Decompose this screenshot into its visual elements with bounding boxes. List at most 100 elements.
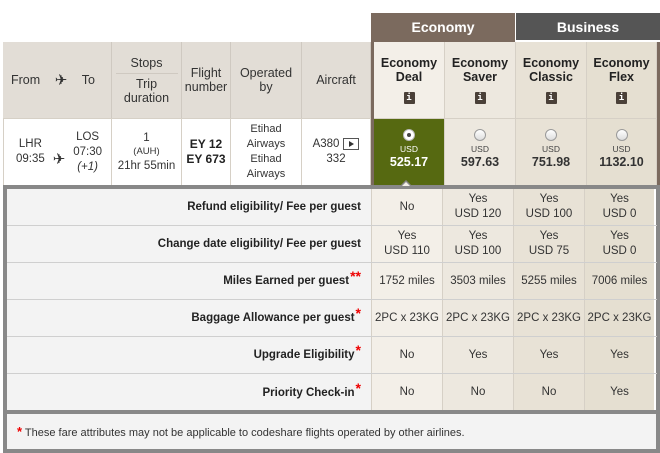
header-flight-number: Flight number (182, 42, 231, 118)
plane-icon: ✈ (54, 72, 68, 89)
day-offset: (+1) (77, 160, 98, 173)
destination-airport: LOS (76, 130, 100, 143)
attribute-value: Yes (442, 337, 513, 373)
attribute-label: Change date eligibility/ Fee per guest (7, 226, 371, 262)
economy-border-left (371, 42, 374, 185)
footnote-star: ** (350, 268, 361, 284)
fare-name: Economy (593, 56, 650, 70)
footnote-star: * (355, 305, 361, 321)
attribute-value: 2PC x 23KG (371, 300, 442, 336)
radio-button[interactable] (545, 129, 557, 141)
flight-number: EY 673 (186, 152, 226, 166)
info-icon[interactable]: i (616, 92, 627, 104)
arrive-time: 07:30 (73, 145, 102, 158)
attribute-value: Yes (584, 337, 654, 373)
fare-option-economy-saver[interactable]: USD 597.63 (445, 118, 516, 185)
aircraft-type: A380 (312, 138, 340, 150)
fare-name: Economy (522, 56, 580, 70)
header-from: From (11, 73, 41, 87)
footnote-star: * (355, 342, 361, 358)
fare-option-economy-flex[interactable]: USD 1132.10 (587, 118, 657, 185)
plane-icon: ✈ (52, 151, 66, 168)
operated-by: Etihad Airways Etihad Airways (231, 118, 302, 185)
attribute-row-priority-checkin: Priority Check-in * No No No Yes (7, 374, 657, 411)
fare-option-economy-classic[interactable]: USD 751.98 (516, 118, 587, 185)
operator-text: Etihad (250, 123, 282, 135)
footnote-text: These fare attributes may not be applica… (22, 427, 465, 439)
header-operated-by: Operated by (231, 42, 302, 118)
info-icon[interactable]: i (403, 92, 415, 104)
attribute-value: Yes USD 100 (442, 226, 513, 262)
flight-route: LHR 09:35 ✈ LOS 07:30 (+1) (3, 118, 112, 185)
attribute-label: Priority Check-in * (7, 374, 371, 411)
attribute-value: No (442, 374, 513, 411)
attribute-label: Refund eligibility/ Fee per guest (7, 189, 371, 225)
info-icon[interactable]: i (474, 92, 486, 104)
aircraft: A380 332 (302, 118, 371, 185)
flight-stops: 1 (AUH) 21hr 55min (112, 118, 182, 185)
header-stops-duration: Stops Trip duration (112, 42, 182, 118)
attribute-value: No (371, 189, 442, 225)
radio-button[interactable] (615, 129, 628, 141)
fare-name: Economy (380, 56, 438, 70)
attribute-row-refund: Refund eligibility/ Fee per guest No Yes… (7, 189, 657, 226)
flight-numbers: EY 12 EY 673 (182, 118, 231, 185)
attribute-value: No (371, 337, 442, 373)
price: 751.98 (531, 155, 571, 169)
attribute-value: 2PC x 23KG (584, 300, 654, 336)
operator-text: Airways (246, 138, 286, 150)
origin-airport: LHR (18, 138, 42, 150)
stops-count: 1 (143, 132, 150, 144)
radio-button[interactable] (403, 129, 415, 141)
attribute-row-upgrade: Upgrade Eligibility * No Yes Yes Yes (7, 337, 657, 374)
trip-duration: 21hr 55min (117, 160, 176, 172)
fare-details-panel (3, 185, 660, 453)
radio-button[interactable] (474, 129, 486, 141)
attribute-value: 5255 miles (513, 263, 584, 299)
stop-airport: (AUH) (133, 146, 160, 157)
currency: USD (400, 144, 418, 154)
fare-header-economy-saver: Economy Saver i (445, 42, 516, 118)
price: 1132.10 (599, 155, 644, 169)
depart-time: 09:35 (16, 153, 45, 165)
attribute-value: 2PC x 23KG (442, 300, 513, 336)
aircraft-type: 332 (326, 153, 346, 165)
currency: USD (612, 144, 631, 154)
flight-number: EY 12 (189, 137, 223, 151)
attribute-row-change-date: Change date eligibility/ Fee per guest Y… (7, 226, 657, 263)
fare-name: Classic (529, 70, 573, 84)
selected-pointer-icon (400, 180, 412, 186)
fare-option-economy-deal[interactable]: USD 525.17 (374, 118, 445, 185)
footnote: * These fare attributes may not be appli… (3, 410, 660, 453)
fare-name: Deal (395, 70, 423, 84)
header-from-to: From ✈ To (3, 42, 112, 118)
attribute-value: Yes USD 0 (584, 189, 654, 225)
attribute-value: 2PC x 23KG (513, 300, 584, 336)
currency: USD (471, 144, 489, 154)
attribute-value: 3503 miles (442, 263, 513, 299)
attribute-value: 7006 miles (584, 263, 654, 299)
info-icon[interactable]: i (545, 92, 557, 104)
attribute-value: Yes USD 110 (371, 226, 442, 262)
tab-economy[interactable]: Economy (371, 13, 515, 42)
attribute-value: No (513, 374, 584, 411)
attribute-value: Yes USD 100 (513, 189, 584, 225)
fare-name: Economy (451, 56, 509, 70)
play-icon[interactable] (343, 137, 360, 150)
fare-name: Saver (462, 70, 498, 84)
attribute-value: Yes USD 0 (584, 226, 654, 262)
price: 525.17 (389, 155, 429, 169)
attribute-label: Upgrade Eligibility * (7, 337, 371, 373)
footnote-star: * (17, 424, 23, 439)
price: 597.63 (460, 155, 500, 169)
attribute-value: Yes USD 75 (513, 226, 584, 262)
attribute-value: Yes USD 120 (442, 189, 513, 225)
tab-business[interactable]: Business (516, 13, 660, 42)
header-trip-duration: Trip duration (123, 76, 170, 105)
footnote-star: * (355, 379, 361, 396)
fare-header-economy-deal: Economy Deal i (374, 42, 445, 118)
currency: USD (542, 144, 560, 154)
fare-name: Flex (608, 70, 634, 84)
attribute-value: No (371, 374, 442, 411)
attribute-row-baggage: Baggage Allowance per guest * 2PC x 23KG … (7, 300, 657, 337)
